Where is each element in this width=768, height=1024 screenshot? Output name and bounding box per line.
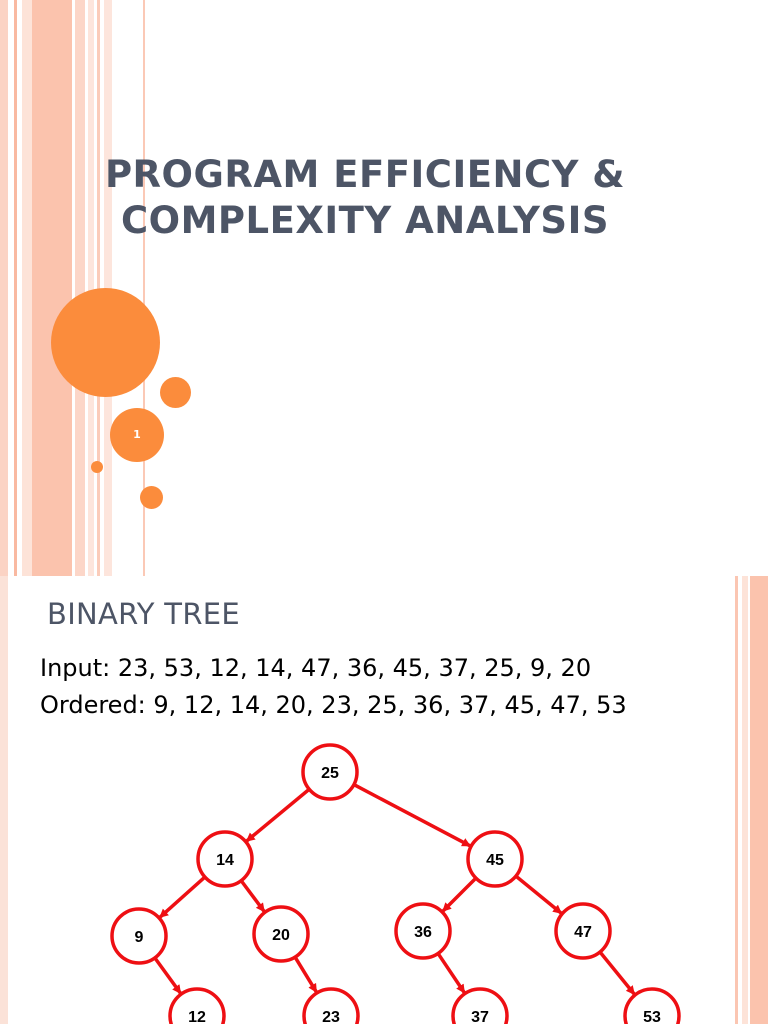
- tree-node-label: 37: [471, 1009, 489, 1024]
- tree-node-label: 14: [216, 852, 234, 869]
- tree-node-label: 20: [272, 927, 290, 944]
- binary-tree-slide: BINARY TREE Input: 23, 53, 12, 14, 47, 3…: [0, 576, 768, 1024]
- tree-edge-25-45: [353, 783, 472, 848]
- decorative-stripe: [72, 0, 75, 576]
- decorative-stripe: [75, 0, 85, 576]
- decorative-stripe: [750, 576, 768, 1024]
- binary-tree-diagram: 25 14 45 9 20 36 47 12 23 37 53: [110, 743, 681, 1024]
- tree-node-label: 53: [643, 1009, 661, 1024]
- tree-edge-47-53: [598, 950, 636, 996]
- tree-node-12: [168, 987, 226, 1024]
- tree-node-label: 12: [188, 1009, 206, 1024]
- tree-node-label: 36: [414, 924, 432, 941]
- decorative-circle: [140, 486, 163, 509]
- title-slide: PROGRAM EFFICIENCY & COMPLEXITY ANALYSIS…: [0, 0, 670, 576]
- tree-node-23: [302, 987, 360, 1024]
- tree-node-label: 9: [135, 929, 144, 946]
- tree-node-25: [301, 743, 359, 801]
- decorative-stripe: [742, 576, 748, 1024]
- decorative-stripe: [0, 0, 8, 576]
- tree-node-label: 47: [574, 924, 592, 941]
- tree-edge-14-9: [158, 875, 207, 919]
- tree-node-label: 45: [486, 852, 504, 869]
- tree-node-14: [196, 830, 254, 888]
- input-sequence: Input: 23, 53, 12, 14, 47, 36, 45, 37, 2…: [40, 654, 592, 682]
- decorative-stripe: [735, 576, 738, 1024]
- tree-edge-14-20: [239, 879, 266, 913]
- slide-title-line-2: COMPLEXITY ANALYSIS: [120, 199, 609, 242]
- slide-title: PROGRAM EFFICIENCY & COMPLEXITY ANALYSIS: [60, 152, 670, 244]
- tree-edge-45-47: [514, 874, 563, 915]
- tree-node-47: [554, 902, 612, 960]
- slide-heading: BINARY TREE: [47, 597, 241, 631]
- tree-node-45: [466, 830, 524, 888]
- slide-title-line-1: PROGRAM EFFICIENCY &: [104, 153, 626, 196]
- decorative-stripe: [32, 0, 72, 576]
- tree-node-20: [252, 905, 310, 963]
- decorative-circle-small: [91, 461, 103, 473]
- ordered-sequence: Ordered: 9, 12, 14, 20, 23, 25, 36, 37, …: [40, 691, 627, 719]
- tree-edge-9-12: [153, 956, 182, 995]
- decorative-stripe: [14, 0, 17, 576]
- tree-node-53: [623, 987, 681, 1024]
- tree-edge-45-36: [441, 876, 478, 913]
- decorative-circle-large: [51, 288, 160, 397]
- decorative-stripe: [88, 0, 94, 576]
- decorative-circle: [160, 377, 191, 408]
- decorative-stripe: [22, 0, 32, 576]
- tree-node-36: [394, 902, 452, 960]
- tree-edge-36-37: [436, 952, 466, 994]
- tree-node-37: [451, 987, 509, 1024]
- tree-edge-20-23: [293, 956, 318, 994]
- tree-node-label: 23: [322, 1009, 340, 1024]
- tree-node-9: [110, 907, 168, 965]
- tree-node-label: 25: [321, 765, 339, 782]
- decorative-stripe: [0, 576, 8, 1024]
- slide-number: 1: [133, 428, 141, 441]
- tree-edge-25-14: [245, 787, 311, 843]
- slide-number-circle: [110, 408, 164, 462]
- decorative-stripe: [143, 0, 145, 576]
